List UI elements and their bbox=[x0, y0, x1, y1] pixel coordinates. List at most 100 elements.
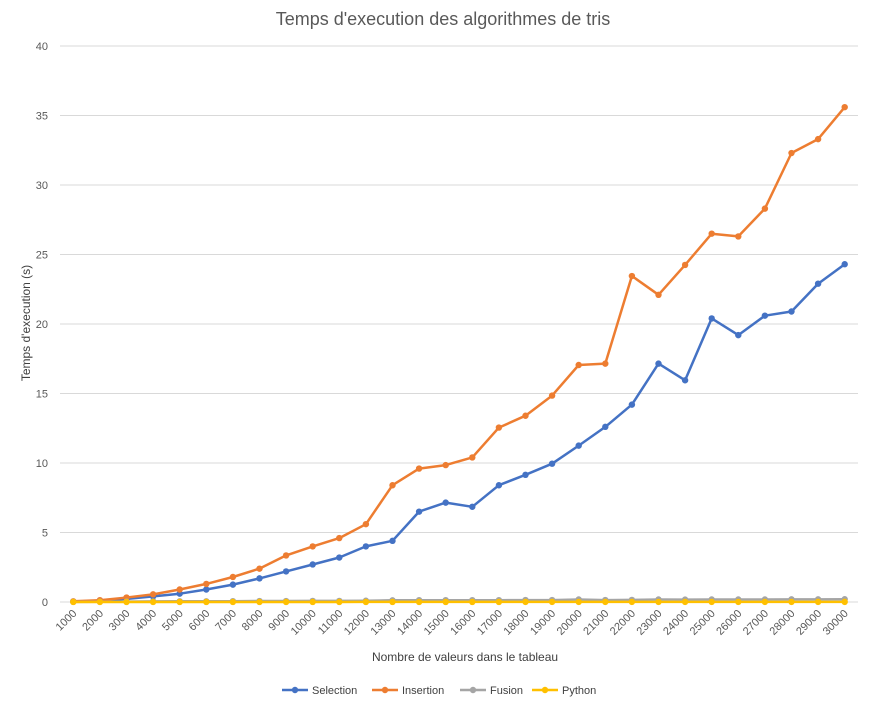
data-point bbox=[814, 135, 822, 143]
data-point bbox=[229, 581, 237, 588]
data-point bbox=[708, 315, 715, 322]
x-tick-label: 8000 bbox=[240, 608, 266, 634]
data-point bbox=[814, 598, 822, 606]
x-tick-label: 29000 bbox=[794, 608, 824, 638]
x-tick-label: 6000 bbox=[187, 608, 213, 634]
series-python bbox=[70, 598, 848, 606]
data-point bbox=[469, 598, 476, 606]
chart-title: Temps d'execution des algorithmes de tri… bbox=[276, 9, 611, 29]
data-point bbox=[282, 598, 290, 606]
x-tick-label: 2000 bbox=[80, 608, 106, 634]
data-point bbox=[336, 598, 343, 606]
x-tick-label: 12000 bbox=[342, 608, 372, 638]
x-tick-label: 18000 bbox=[502, 608, 532, 638]
y-axis-ticks: 0 5 10 15 20 25 30 35 40 bbox=[36, 41, 48, 609]
legend-swatch-marker bbox=[381, 686, 389, 694]
x-tick-label: 24000 bbox=[661, 608, 691, 638]
data-point bbox=[602, 598, 609, 606]
x-tick-label: 3000 bbox=[107, 608, 133, 634]
data-point bbox=[282, 568, 290, 575]
y-axis-label: Temps d'execution (s) bbox=[19, 265, 33, 381]
x-tick-label: 20000 bbox=[555, 608, 585, 638]
x-tick-label: 1000 bbox=[54, 608, 80, 634]
x-tick-label: 17000 bbox=[475, 608, 505, 638]
data-point bbox=[469, 503, 476, 510]
x-tick-label: 16000 bbox=[448, 608, 478, 638]
data-point bbox=[788, 149, 795, 157]
data-point bbox=[362, 543, 370, 550]
gridlines bbox=[60, 45, 858, 603]
data-point bbox=[548, 598, 556, 606]
data-point bbox=[442, 499, 449, 506]
data-point bbox=[309, 543, 316, 550]
legend-swatch-marker bbox=[469, 686, 477, 694]
legend-item-fusion: Fusion bbox=[460, 685, 523, 697]
data-point bbox=[735, 331, 742, 339]
legend-item-insertion: Insertion bbox=[372, 685, 444, 697]
data-point bbox=[389, 598, 396, 606]
x-tick-label: 10000 bbox=[289, 608, 319, 638]
y-tick-label: 35 bbox=[36, 111, 48, 123]
data-point bbox=[149, 598, 157, 606]
y-tick-label: 25 bbox=[36, 250, 48, 262]
x-tick-label: 7000 bbox=[213, 608, 239, 634]
data-point bbox=[176, 586, 183, 593]
legend-label: Selection bbox=[312, 685, 357, 697]
data-point bbox=[575, 442, 582, 449]
y-tick-label: 15 bbox=[36, 389, 48, 401]
data-point bbox=[814, 280, 822, 287]
x-axis-ticks: 1000 2000 3000 4000 5000 6000 7000 8000 90001000… bbox=[54, 608, 851, 638]
data-point bbox=[841, 261, 848, 268]
data-point bbox=[442, 461, 449, 469]
data-point bbox=[522, 412, 529, 419]
data-point bbox=[256, 575, 263, 582]
y-tick-label: 5 bbox=[42, 528, 48, 540]
x-axis-label: Nombre de valeurs dans le tableau bbox=[372, 650, 558, 664]
data-point bbox=[628, 272, 636, 280]
x-tick-label: 13000 bbox=[369, 608, 399, 638]
data-point bbox=[735, 598, 742, 606]
legend-label: Fusion bbox=[490, 685, 523, 697]
data-point bbox=[841, 598, 848, 606]
y-tick-label: 20 bbox=[36, 319, 48, 331]
y-tick-label: 0 bbox=[42, 597, 48, 609]
data-point bbox=[96, 598, 104, 606]
data-point bbox=[229, 573, 237, 581]
data-point bbox=[495, 424, 503, 431]
data-point bbox=[655, 598, 662, 606]
x-tick-label: 19000 bbox=[528, 608, 558, 638]
data-point bbox=[628, 401, 636, 408]
data-point bbox=[389, 482, 396, 489]
series-line bbox=[73, 263, 846, 603]
data-point bbox=[708, 230, 715, 237]
data-point bbox=[149, 591, 157, 598]
data-point bbox=[788, 308, 795, 315]
y-tick-label: 10 bbox=[36, 458, 48, 470]
x-tick-label: 11000 bbox=[316, 608, 346, 638]
legend-item-selection: Selection bbox=[282, 685, 357, 697]
x-tick-label: 15000 bbox=[422, 608, 452, 638]
data-point bbox=[176, 598, 183, 606]
data-point bbox=[602, 423, 609, 431]
data-point bbox=[442, 598, 449, 606]
data-point bbox=[256, 565, 263, 572]
data-point bbox=[548, 392, 556, 399]
data-point bbox=[735, 233, 742, 240]
data-point bbox=[655, 291, 662, 299]
x-tick-label: 4000 bbox=[133, 608, 159, 634]
data-point bbox=[309, 561, 316, 568]
legend-label: Insertion bbox=[402, 685, 444, 697]
data-point bbox=[522, 471, 529, 479]
data-point bbox=[495, 482, 503, 489]
x-tick-label: 5000 bbox=[160, 608, 186, 634]
data-point bbox=[761, 205, 769, 212]
data-point bbox=[788, 598, 795, 606]
data-point bbox=[681, 261, 689, 269]
data-point bbox=[70, 598, 77, 606]
series-selection bbox=[70, 261, 848, 605]
data-point bbox=[469, 454, 476, 461]
x-tick-label: 21000 bbox=[581, 608, 611, 638]
x-tick-label: 27000 bbox=[741, 608, 771, 638]
